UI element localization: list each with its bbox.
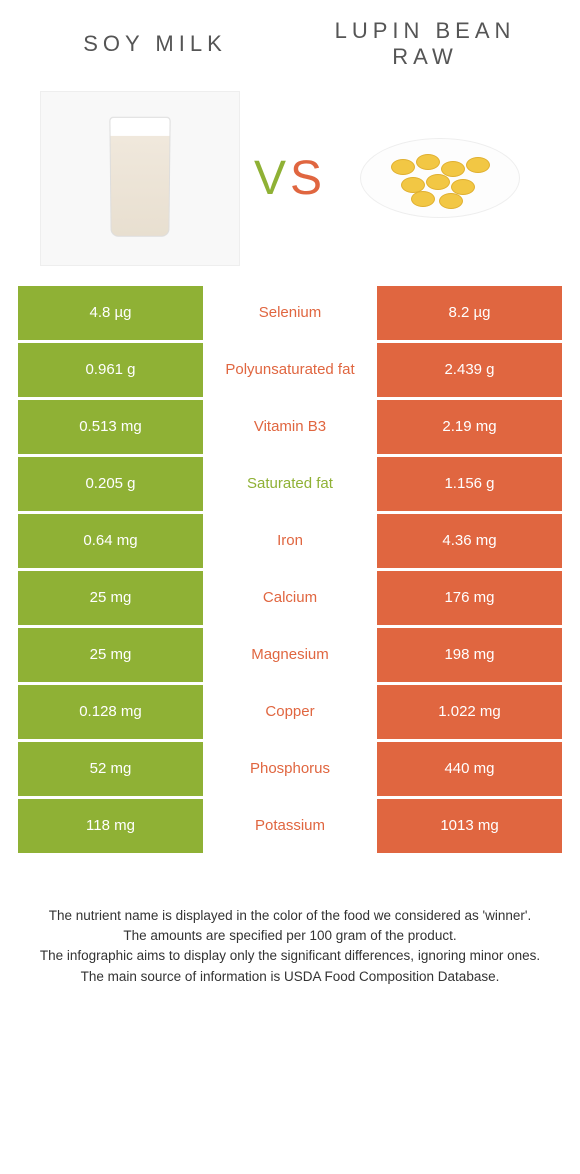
right-value: 4.36 mg (377, 514, 562, 568)
nutrient-label: Potassium (203, 799, 377, 853)
right-value: 176 mg (377, 571, 562, 625)
nutrient-label: Polyunsaturated fat (203, 343, 377, 397)
left-value: 0.64 mg (18, 514, 203, 568)
soymilk-glass-icon (109, 117, 170, 237)
table-row: 0.64 mgIron4.36 mg (18, 514, 562, 568)
title-right: LUPIN BEAN RAW (310, 18, 540, 71)
right-value: 8.2 µg (377, 286, 562, 340)
left-value: 0.128 mg (18, 685, 203, 739)
left-value: 118 mg (18, 799, 203, 853)
title-right-line1: LUPIN BEAN (335, 18, 516, 43)
comparison-table: 4.8 µgSelenium8.2 µg0.961 gPolyunsaturat… (0, 286, 580, 853)
right-value: 198 mg (377, 628, 562, 682)
footer-notes: The nutrient name is displayed in the co… (0, 856, 580, 1007)
table-row: 4.8 µgSelenium8.2 µg (18, 286, 562, 340)
nutrient-label: Iron (203, 514, 377, 568)
vs-v: V (254, 152, 290, 205)
table-row: 0.961 gPolyunsaturated fat2.439 g (18, 343, 562, 397)
table-row: 25 mgMagnesium198 mg (18, 628, 562, 682)
table-row: 118 mgPotassium1013 mg (18, 799, 562, 853)
table-row: 0.128 mgCopper1.022 mg (18, 685, 562, 739)
right-food-image (340, 91, 540, 266)
right-value: 1013 mg (377, 799, 562, 853)
left-value: 25 mg (18, 628, 203, 682)
footer-line4: The main source of information is USDA F… (30, 967, 550, 987)
images-row: VS (0, 81, 580, 286)
left-value: 25 mg (18, 571, 203, 625)
left-value: 4.8 µg (18, 286, 203, 340)
lupin-plate-icon (360, 138, 520, 218)
header: SOY MILK LUPIN BEAN RAW (0, 0, 580, 81)
right-value: 2.439 g (377, 343, 562, 397)
nutrient-label: Copper (203, 685, 377, 739)
nutrient-label: Magnesium (203, 628, 377, 682)
left-food-image (40, 91, 240, 266)
nutrient-label: Saturated fat (203, 457, 377, 511)
left-value: 0.205 g (18, 457, 203, 511)
right-value: 1.022 mg (377, 685, 562, 739)
nutrient-label: Phosphorus (203, 742, 377, 796)
table-row: 0.513 mgVitamin B32.19 mg (18, 400, 562, 454)
footer-line3: The infographic aims to display only the… (30, 946, 550, 966)
right-value: 440 mg (377, 742, 562, 796)
footer-line2: The amounts are specified per 100 gram o… (30, 926, 550, 946)
left-value: 52 mg (18, 742, 203, 796)
right-value: 1.156 g (377, 457, 562, 511)
title-left: SOY MILK (40, 31, 270, 57)
footer-line1: The nutrient name is displayed in the co… (30, 906, 550, 926)
left-value: 0.513 mg (18, 400, 203, 454)
table-row: 25 mgCalcium176 mg (18, 571, 562, 625)
table-row: 0.205 gSaturated fat1.156 g (18, 457, 562, 511)
right-value: 2.19 mg (377, 400, 562, 454)
vs-label: VS (254, 151, 326, 206)
table-row: 52 mgPhosphorus440 mg (18, 742, 562, 796)
left-value: 0.961 g (18, 343, 203, 397)
vs-s: S (290, 152, 326, 205)
nutrient-label: Selenium (203, 286, 377, 340)
nutrient-label: Calcium (203, 571, 377, 625)
title-right-line2: RAW (392, 44, 458, 69)
nutrient-label: Vitamin B3 (203, 400, 377, 454)
